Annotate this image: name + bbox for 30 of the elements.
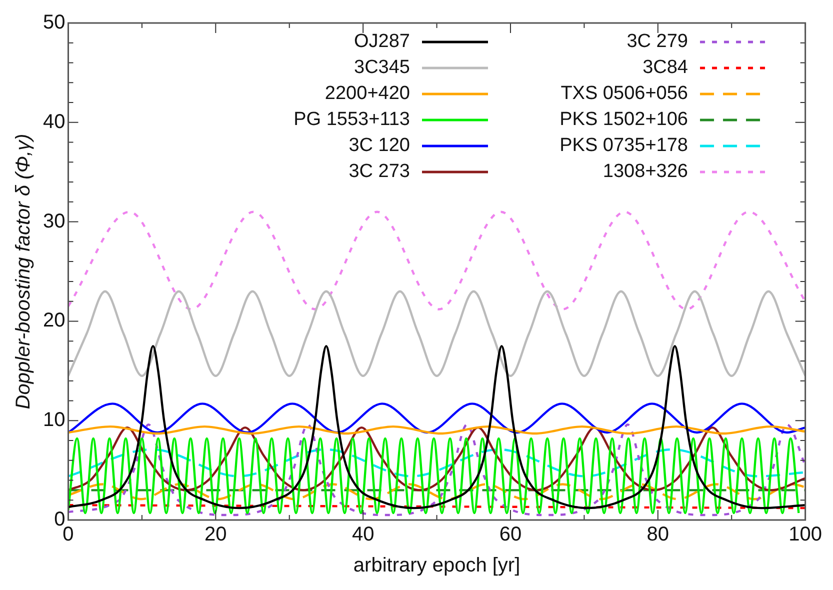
legend-label: 1308+326	[602, 160, 688, 184]
x-tick-label: 60	[499, 524, 522, 546]
y-tick-label: 20	[42, 310, 66, 332]
legend-label: 3C 279	[626, 30, 688, 54]
line-series	[68, 426, 806, 492]
x-tick-label: 40	[352, 524, 374, 546]
y-tick-label: 10	[42, 409, 66, 432]
x-axis-title: arbitrary epoch [yr]	[353, 554, 520, 577]
x-tick-label: 20	[204, 524, 227, 546]
legend-label: PG 1553+113	[292, 108, 410, 132]
y-tick-label: 40	[42, 110, 66, 133]
legend-label: 2200+420	[324, 82, 410, 106]
legend-label: 3C 120	[348, 134, 410, 158]
x-tick-label: 80	[646, 524, 670, 546]
legend-label: PKS 1502+106	[558, 108, 688, 132]
line-series	[68, 344, 806, 510]
legend-label: 3C345	[353, 56, 410, 80]
line-series	[68, 210, 806, 310]
x-tick-label: 100	[788, 524, 822, 546]
legend-label: 3C 273	[348, 160, 410, 184]
line-series	[68, 483, 806, 500]
y-tick-label: 30	[42, 210, 66, 232]
line-series	[68, 423, 806, 516]
y-tick-label: 50	[42, 12, 66, 34]
legend-label: TXS 0506+056	[560, 82, 688, 106]
line-series	[68, 425, 806, 435]
legend-label: OJ287	[353, 30, 410, 54]
legend-label: PKS 0735+178	[558, 134, 688, 158]
y-axis-title: Doppler-boosting factor δ (Φ,γ)	[12, 134, 35, 410]
legend-label: 3C84	[642, 56, 688, 80]
